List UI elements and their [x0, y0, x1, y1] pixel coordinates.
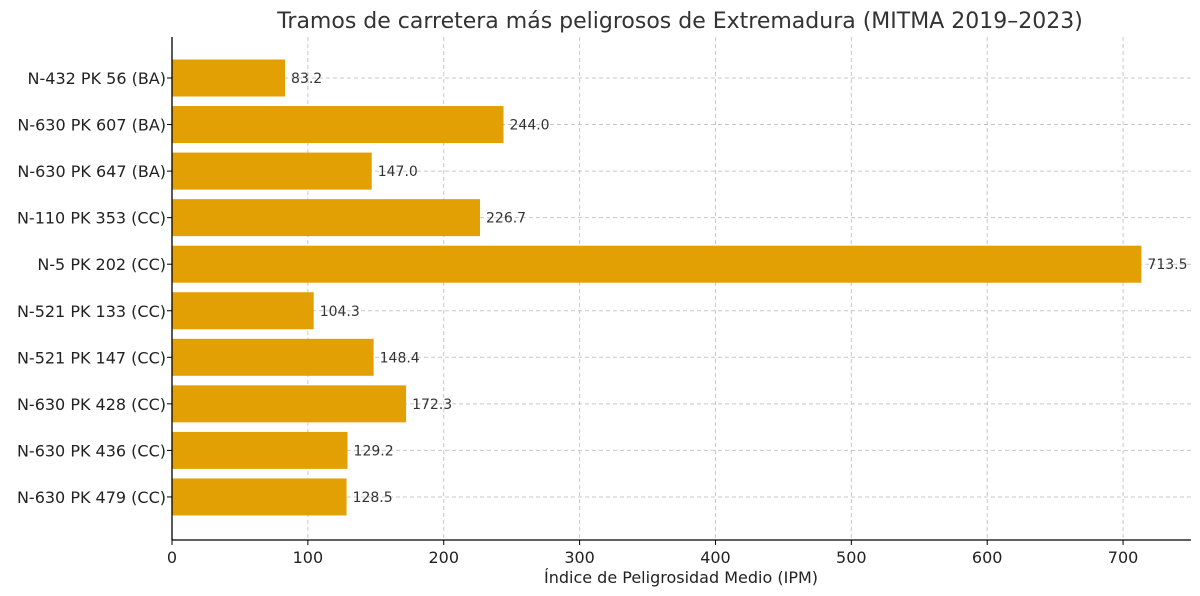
x-tick-label: 600 — [972, 548, 1003, 567]
y-tick-label: N-432 PK 56 (BA) — [28, 69, 166, 88]
x-tick-label: 400 — [700, 548, 731, 567]
bar — [172, 385, 407, 423]
data-label: 244.0 — [510, 118, 550, 134]
bar — [172, 199, 481, 237]
x-tick-label: 300 — [564, 548, 595, 567]
y-tick-label: N-521 PK 133 (CC) — [17, 302, 166, 321]
x-tick-label: 500 — [836, 548, 867, 567]
bar — [172, 59, 286, 97]
data-label: 148.4 — [380, 350, 420, 366]
x-tick-label: 700 — [1108, 548, 1139, 567]
data-label: 147.0 — [378, 164, 418, 180]
y-tick-label: N-630 PK 647 (BA) — [17, 162, 166, 181]
data-label: 172.3 — [412, 397, 452, 413]
x-tick-label: 200 — [428, 548, 459, 567]
bar — [172, 292, 314, 330]
data-label: 226.7 — [486, 211, 526, 227]
x-tick-label: 100 — [293, 548, 324, 567]
y-tick-label: N-630 PK 479 (CC) — [17, 488, 166, 507]
x-tick-label: 0 — [167, 548, 177, 567]
data-label: 128.5 — [353, 490, 393, 506]
y-tick-label: N-110 PK 353 (CC) — [17, 209, 166, 228]
x-axis-label: Índice de Peligrosidad Medio (IPM) — [544, 568, 818, 587]
y-tick-label: N-5 PK 202 (CC) — [37, 255, 166, 274]
y-tick-label: N-630 PK 428 (CC) — [17, 395, 166, 414]
data-label: 104.3 — [320, 304, 360, 320]
y-tick-label: N-630 PK 436 (CC) — [17, 441, 166, 460]
chart-title: Tramos de carretera más peligrosos de Ex… — [276, 9, 1083, 34]
data-label: 83.2 — [291, 71, 322, 87]
bar — [172, 245, 1142, 283]
data-label: 713.5 — [1147, 257, 1187, 273]
bar — [172, 431, 348, 469]
y-tick-label: N-630 PK 607 (BA) — [17, 116, 166, 135]
data-label: 129.2 — [354, 443, 394, 459]
y-tick-label: N-521 PK 147 (CC) — [17, 348, 166, 367]
bar — [172, 338, 374, 376]
bar — [172, 478, 347, 516]
bar — [172, 106, 504, 144]
bar — [172, 152, 372, 190]
